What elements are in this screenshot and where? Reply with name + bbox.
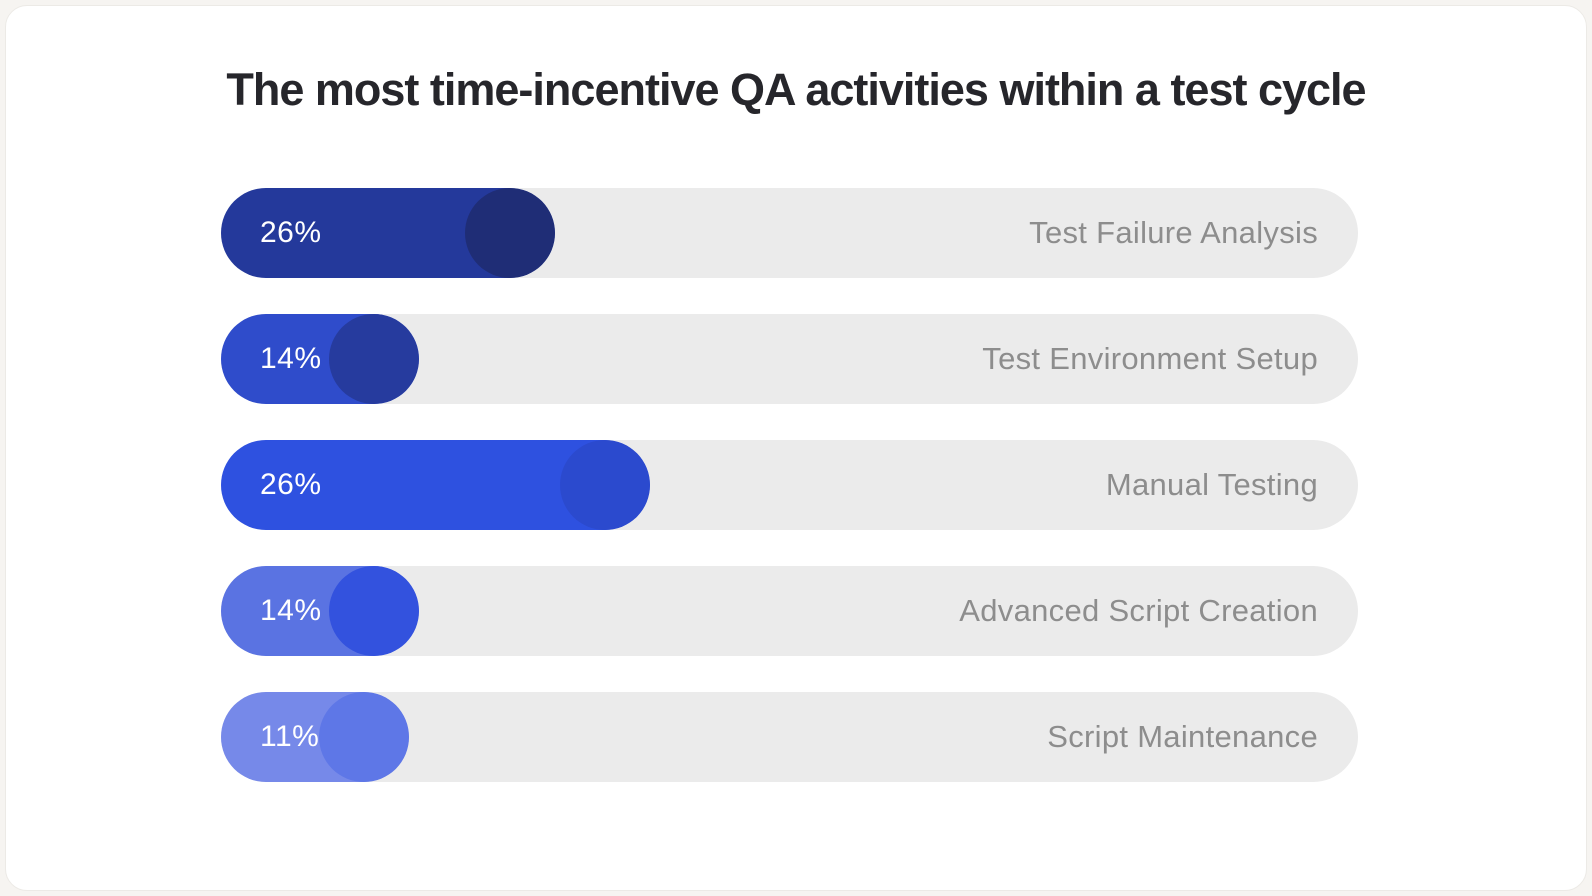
bar-end-knob xyxy=(328,566,419,656)
bar-row: Test Environment Setup 14% xyxy=(221,314,1358,404)
bar-end-knob xyxy=(318,692,409,782)
chart-title: The most time-incentive QA activities wi… xyxy=(226,64,1366,115)
bar-row: Test Failure Analysis 26% xyxy=(221,188,1358,278)
bar-chart: Test Failure Analysis 26% Test Environme… xyxy=(221,188,1358,818)
bar-row: Advanced Script Creation 14% xyxy=(221,566,1358,656)
bar-end-knob xyxy=(559,440,650,530)
bar-end-knob xyxy=(465,188,556,278)
value-label: 11% xyxy=(260,720,320,753)
bar-row: Manual Testing 26% xyxy=(221,440,1358,530)
value-label: 26% xyxy=(260,216,322,249)
value-label: 14% xyxy=(260,342,322,375)
value-label: 26% xyxy=(260,468,322,501)
bar-fill: 11% xyxy=(221,692,409,782)
bar-fill: 14% xyxy=(221,314,419,404)
bar-fill: 14% xyxy=(221,566,419,656)
bar-end-knob xyxy=(328,314,419,404)
category-label: Advanced Script Creation xyxy=(959,593,1318,628)
category-label: Manual Testing xyxy=(1105,467,1318,502)
bar-row: Script Maintenance 11% xyxy=(221,692,1358,782)
value-label: 14% xyxy=(260,594,322,627)
category-label: Test Failure Analysis xyxy=(1029,215,1318,250)
bar-track xyxy=(221,692,1358,782)
bar-fill: 26% xyxy=(221,440,650,530)
category-label: Script Maintenance xyxy=(1047,719,1318,754)
chart-card: The most time-incentive QA activities wi… xyxy=(5,5,1587,891)
category-label: Test Environment Setup xyxy=(982,341,1318,376)
bar-fill: 26% xyxy=(221,188,556,278)
